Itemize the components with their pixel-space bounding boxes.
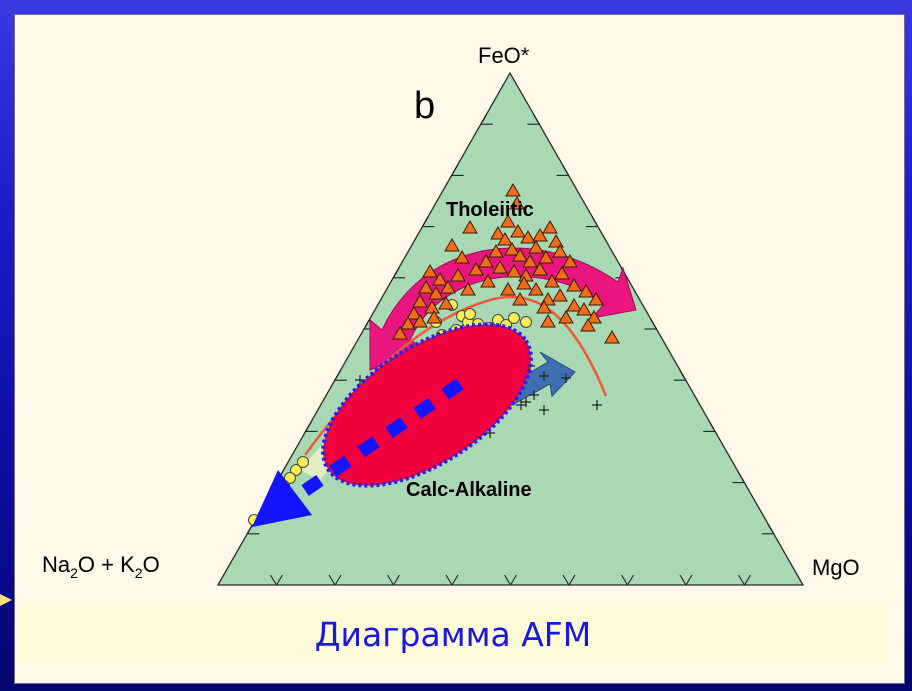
vertex-label-mgo: MgO (812, 555, 860, 580)
caption-text: Диаграмма AFM (314, 614, 592, 654)
triangle-ticks (246, 113, 775, 586)
pointer-arrow-icon (0, 594, 12, 606)
field-label-tholeiitic: Tholeiitic (446, 199, 534, 221)
trend-arrow-head (252, 470, 312, 527)
triangle-markers (392, 183, 620, 344)
caption-bar: Диаграмма AFM (20, 604, 886, 664)
panel-letter: b (414, 85, 435, 127)
vertex-label-alkali: Na2O + K2O (42, 552, 160, 581)
field-label-calc-alkaline: Calc-Alkaline (406, 479, 532, 501)
vertex-label-feo: FeO* (478, 43, 530, 68)
